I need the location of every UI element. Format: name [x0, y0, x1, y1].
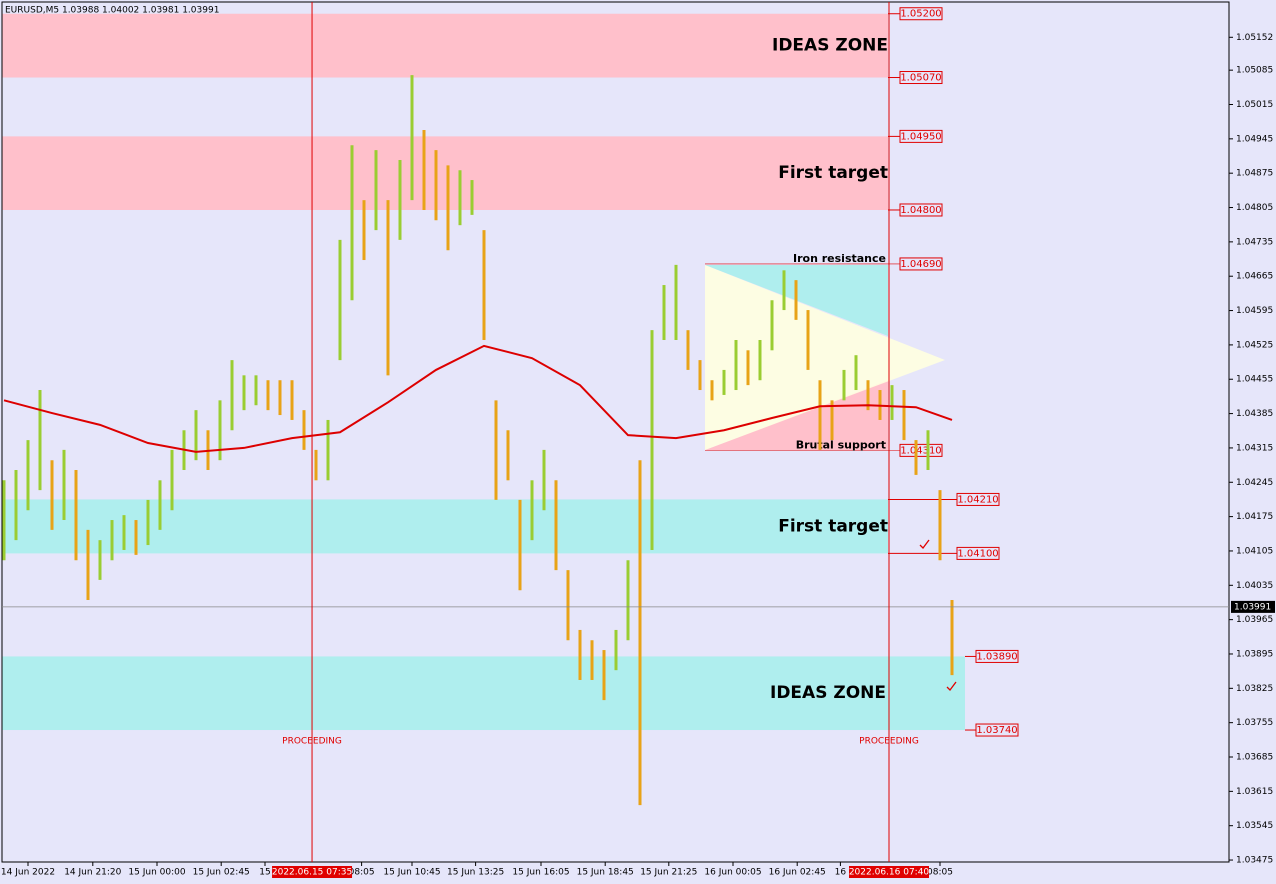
price-box: [899, 443, 943, 457]
vline-label-box: [849, 866, 929, 878]
price-box: [899, 71, 943, 85]
x-tick-label: 15 Jun 13:25: [447, 868, 504, 878]
x-tick-label: 08:05: [349, 868, 375, 878]
vline-note: PROCEEDING: [282, 737, 342, 747]
level-label: Brutal support: [796, 438, 886, 451]
check-mark: [919, 539, 930, 549]
x-tick-label: 15 Jun 00:00: [128, 868, 185, 878]
x-tick-label: 16 Jun 02:45: [769, 868, 826, 878]
zone: [2, 656, 965, 731]
last-price-box: [1231, 600, 1275, 613]
triangle-pattern: [705, 265, 945, 450]
price-label: 1.03740: [976, 725, 1017, 736]
y-tick-label: 1.03965: [1236, 615, 1273, 625]
y-tick-label: 1.04385: [1236, 409, 1273, 419]
y-tick-label: 1.04875: [1236, 169, 1273, 179]
chart-header: EURUSD,M5 1.03988 1.04002 1.03981 1.0399…: [5, 6, 219, 16]
zone-label: IDEAS ZONE: [770, 683, 886, 703]
x-tick-label: 15 Jun 10:45: [383, 868, 440, 878]
x-tick-label: 16 Jun 00:05: [704, 868, 761, 878]
y-tick-label: 1.05152: [1236, 33, 1273, 43]
y-tick-label: 1.04945: [1236, 134, 1273, 144]
price-label: 1.04310: [900, 445, 941, 456]
y-tick-label: 1.04315: [1236, 443, 1273, 453]
zone: [2, 136, 888, 210]
plot-frame: [1, 1, 1230, 863]
price-label: 1.05070: [900, 73, 941, 84]
x-tick-label: 14 Jun 2022: [1, 868, 55, 878]
zone-label: IDEAS ZONE: [772, 36, 888, 56]
price-box: [975, 649, 1019, 663]
y-tick-label: 1.05085: [1236, 66, 1273, 76]
y-tick-label: 1.03755: [1236, 718, 1273, 728]
y-tick-label: 1.03475: [1236, 856, 1273, 866]
vline-label: 2022.06.16 07:40: [849, 868, 930, 878]
x-tick-label: 15 Jun 16:05: [512, 868, 569, 878]
y-tick-label: 1.04735: [1236, 237, 1273, 247]
x-tick-label: 15 Jun 21:25: [640, 868, 697, 878]
x-tick-label: 14 Jun 21:20: [64, 868, 121, 878]
y-tick-label: 1.05015: [1236, 100, 1273, 110]
zone-label: First target: [778, 163, 888, 183]
vline-note: PROCEEDING: [859, 737, 919, 747]
y-tick-label: 1.04245: [1236, 478, 1273, 488]
price-label: 1.04800: [900, 205, 941, 216]
y-tick-label: 1.03895: [1236, 649, 1273, 659]
price-box: [899, 7, 943, 21]
price-label: 1.03890: [976, 651, 1017, 662]
y-tick-label: 1.03545: [1236, 821, 1273, 831]
price-box: [956, 546, 1000, 560]
price-label: 1.04100: [957, 548, 998, 559]
vline-label: 2022.06.15 07:35: [272, 868, 352, 878]
y-tick-label: 1.04455: [1236, 375, 1273, 385]
y-tick-label: 1.03685: [1236, 753, 1273, 763]
zone-label: First target: [778, 516, 888, 536]
level-label: Iron resistance: [793, 252, 886, 265]
y-tick-label: 1.04525: [1236, 340, 1273, 350]
price-box: [975, 723, 1019, 737]
vline-label-box: [272, 866, 353, 878]
check-mark: [946, 681, 957, 691]
price-box: [899, 257, 943, 271]
y-tick-label: 1.04595: [1236, 306, 1273, 316]
x-tick-label: 08:05: [927, 868, 953, 878]
x-tick-label: 15: [259, 868, 270, 878]
y-tick-label: 1.04175: [1236, 512, 1273, 522]
y-tick-label: 1.04805: [1236, 203, 1273, 213]
y-tick-label: 1.04035: [1236, 581, 1273, 591]
y-tick-label: 1.04105: [1236, 546, 1273, 556]
price-box: [899, 203, 943, 217]
y-tick-label: 1.03825: [1236, 684, 1273, 694]
x-tick-label: 16: [835, 868, 847, 878]
y-tick-label: 1.03615: [1236, 787, 1273, 797]
price-label: 1.04210: [957, 494, 998, 505]
zone: [2, 499, 888, 554]
last-price-label: 1.03991: [1234, 602, 1271, 612]
x-tick-label: 15 Jun 02:45: [193, 868, 250, 878]
y-tick-label: 1.04665: [1236, 272, 1273, 282]
price-label: 1.04950: [900, 131, 941, 142]
moving-average: [3, 344, 953, 453]
price-label: 1.04690: [900, 259, 941, 270]
price-box: [899, 129, 943, 143]
price-label: 1.05200: [900, 9, 941, 20]
price-box: [956, 492, 1000, 506]
zone: [2, 13, 888, 78]
x-tick-label: 15 Jun 18:45: [577, 868, 634, 878]
